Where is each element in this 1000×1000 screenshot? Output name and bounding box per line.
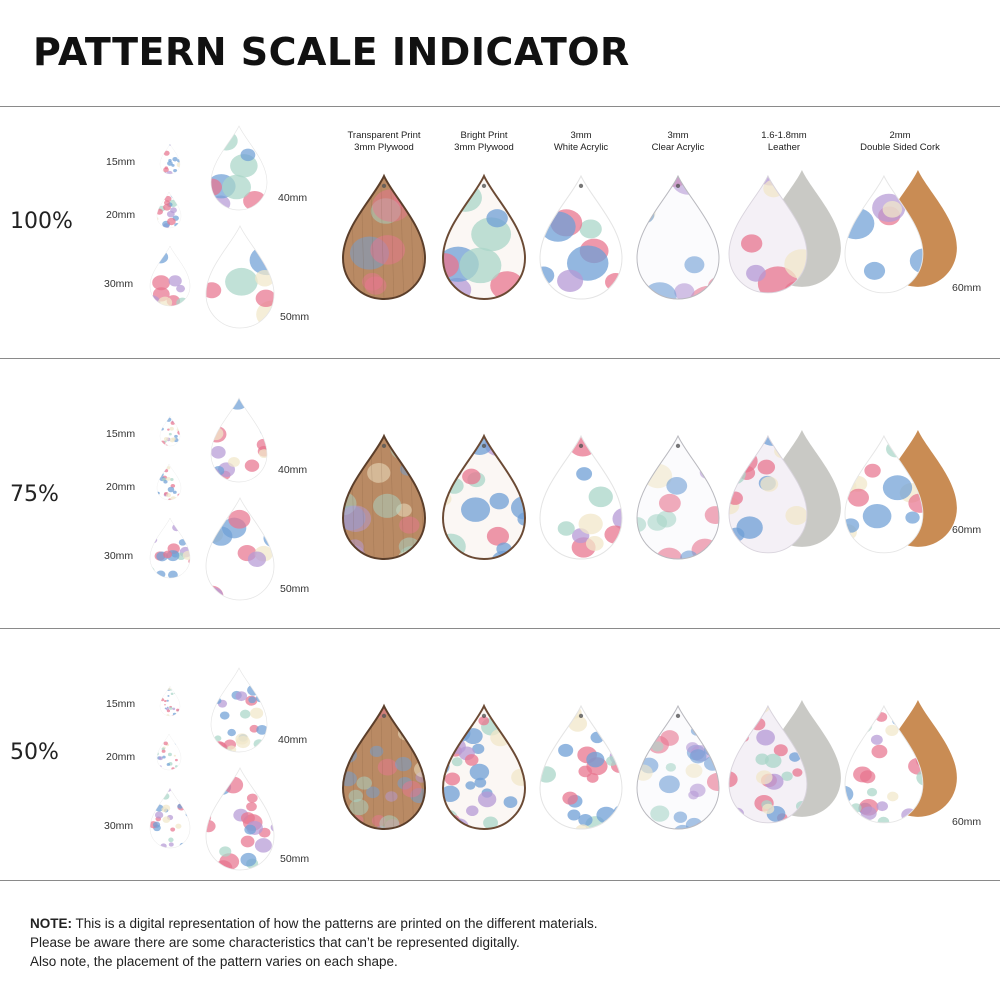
- size-sample-40mm: [210, 667, 268, 753]
- leather-front-side: [728, 704, 808, 824]
- material-line-1: Transparent Print: [347, 130, 421, 141]
- size-label: 30mm: [104, 820, 134, 832]
- material-label-2: 3mm White Acrylic: [526, 130, 636, 154]
- page-title: PATTERN SCALE INDICATOR: [33, 30, 630, 74]
- size-sample-30mm: [149, 517, 191, 579]
- size-sample-15mm: [159, 143, 181, 175]
- divider-1: [0, 358, 1000, 359]
- material-line-2: Clear Acrylic: [651, 142, 705, 153]
- scale-section-50%: 50% 15mm 20mm 30mm: [0, 628, 1000, 880]
- material-line-1: Bright Print: [460, 130, 508, 141]
- material-sample-bright: [442, 703, 526, 830]
- material-sample-clear: [636, 434, 720, 560]
- size-sample-15mm: [159, 685, 181, 717]
- size-label: 30mm: [104, 550, 134, 562]
- material-label-3: 3mm Clear Acrylic: [623, 130, 733, 154]
- material-sample-clear: [636, 174, 720, 300]
- note-line-1: This is a digital representation of how …: [72, 916, 598, 931]
- material-sample-white: [539, 704, 623, 830]
- material-line-1: 3mm: [667, 130, 689, 141]
- footnote: NOTE: This is a digital representation o…: [30, 914, 598, 971]
- size-label: 30mm: [104, 278, 134, 290]
- scale-section-75%: 75% 15mm 20mm 30mm: [0, 358, 1000, 628]
- material-sample-wood: [342, 173, 426, 300]
- divider-bottom: [0, 880, 1000, 881]
- material-label-4: 1.6-1.8mm Leather: [729, 130, 839, 154]
- material-label-5: 2mm Double Sided Cork: [845, 130, 955, 154]
- size-label: 20mm: [106, 209, 136, 221]
- size-sample-40mm: [210, 397, 268, 483]
- size-label: 15mm: [106, 428, 136, 440]
- material-line-1: 2mm: [889, 130, 911, 141]
- size-label: 20mm: [106, 751, 136, 763]
- size-sample-40mm: [210, 125, 268, 211]
- size-label: 20mm: [106, 481, 136, 493]
- material-sample-bright: [442, 173, 526, 300]
- material-line-2: Leather: [767, 142, 801, 153]
- scale-section-100%: 100% 15mm 20mm 30mm: [0, 106, 1000, 358]
- material-label-1: Bright Print 3mm Plywood: [429, 130, 539, 154]
- material-label-0: Transparent Print 3mm Plywood: [329, 130, 439, 154]
- material-sample-white: [539, 434, 623, 560]
- big-size-label: 60mm: [952, 524, 982, 536]
- size-sample-50mm: [205, 497, 275, 601]
- size-label: 40mm: [278, 192, 308, 204]
- material-line-2: 3mm Plywood: [454, 142, 514, 153]
- material-sample-bright: [442, 433, 526, 560]
- note-line-3: Also note, the placement of the pattern …: [30, 954, 398, 969]
- material-sample-clear: [636, 704, 720, 830]
- size-label: 50mm: [280, 853, 310, 865]
- cork-front-side: [844, 434, 924, 554]
- size-sample-50mm: [205, 767, 275, 871]
- size-label: 15mm: [106, 698, 136, 710]
- size-label: 40mm: [278, 464, 308, 476]
- scale-label: 100%: [10, 209, 73, 234]
- size-label: 15mm: [106, 156, 136, 168]
- material-line-1: 1.6-1.8mm: [761, 130, 807, 141]
- note-bold: NOTE:: [30, 916, 72, 931]
- scale-label: 75%: [10, 482, 59, 507]
- material-sample-wood: [342, 703, 426, 830]
- size-sample-15mm: [159, 415, 181, 447]
- size-sample-30mm: [149, 787, 191, 849]
- scale-label: 50%: [10, 740, 59, 765]
- big-size-label: 60mm: [952, 282, 982, 294]
- divider-2: [0, 628, 1000, 629]
- size-label: 50mm: [280, 583, 310, 595]
- size-label: 50mm: [280, 311, 310, 323]
- leather-front-side: [728, 434, 808, 554]
- material-line-2: 3mm Plywood: [354, 142, 414, 153]
- size-sample-20mm: [156, 463, 182, 501]
- cork-front-side: [844, 704, 924, 824]
- divider-top: [0, 106, 1000, 107]
- note-line-2: Please be aware there are some character…: [30, 935, 520, 950]
- size-sample-30mm: [149, 245, 191, 307]
- material-sample-white: [539, 174, 623, 300]
- leather-front-side: [728, 174, 808, 294]
- material-line-1: 3mm: [570, 130, 592, 141]
- size-sample-50mm: [205, 225, 275, 329]
- material-line-2: White Acrylic: [553, 142, 609, 153]
- cork-front-side: [844, 174, 924, 294]
- material-sample-wood: [342, 433, 426, 560]
- size-sample-20mm: [156, 733, 182, 771]
- material-line-2: Double Sided Cork: [860, 142, 940, 153]
- size-sample-20mm: [156, 191, 182, 229]
- size-label: 40mm: [278, 734, 308, 746]
- big-size-label: 60mm: [952, 816, 982, 828]
